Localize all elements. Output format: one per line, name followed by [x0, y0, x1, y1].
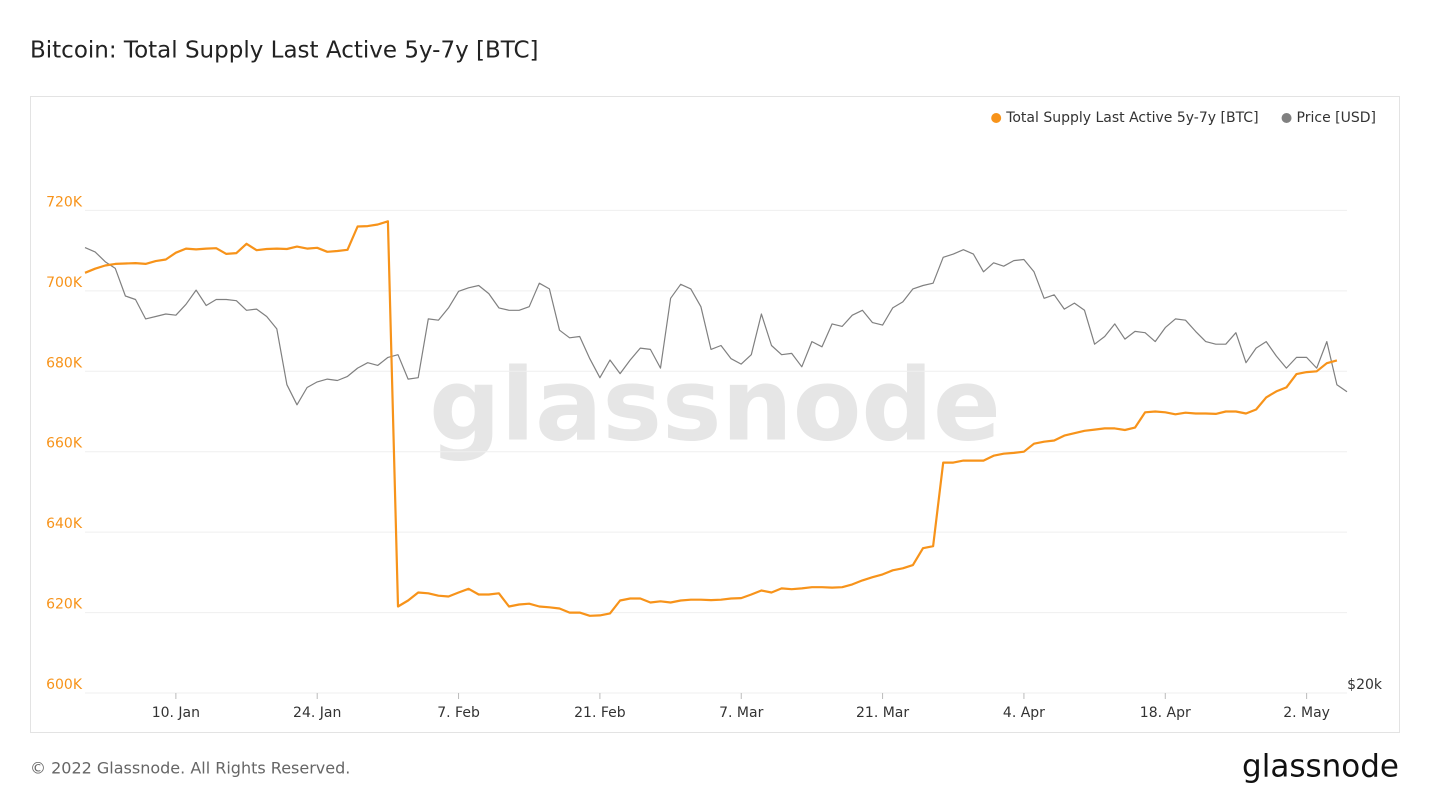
y-tick-label: 640K	[46, 516, 83, 532]
x-tick-label: 24. Jan	[293, 705, 341, 721]
x-tick-label: 18. Apr	[1140, 705, 1191, 721]
series-line	[84, 247, 1348, 406]
legend-label: Price [USD]	[1297, 110, 1376, 126]
legend-marker	[991, 113, 1002, 123]
series-line	[84, 220, 1338, 617]
x-tick-label: 21. Mar	[856, 705, 909, 721]
y-tick-label: 620K	[46, 597, 83, 613]
plot: 600K 620K 640K 660K 680K 700K 720K $20k 10. Jan 2…	[46, 110, 1383, 721]
watermark: glassnode	[429, 346, 1001, 463]
y-tick-label: 600K	[46, 677, 83, 693]
x-tick-label: 2. May	[1283, 705, 1330, 721]
footer: © 2022 Glassnode. All Rights Reserved.	[30, 759, 350, 778]
legend-marker	[1281, 113, 1292, 123]
y2-tick-label: $20k	[1347, 677, 1383, 693]
x-tick-label: 7. Feb	[437, 705, 480, 721]
legend-label: Total Supply Last Active 5y-7y [BTC]	[1005, 110, 1258, 126]
x-tick-label: 4. Apr	[1003, 705, 1045, 721]
y-tick-label: 660K	[46, 436, 83, 452]
x-tick-label: 10. Jan	[152, 705, 200, 721]
y-tick-label: 700K	[46, 275, 83, 291]
chart-title: Bitcoin: Total Supply Last Active 5y-7y …	[30, 38, 539, 64]
x-tick-label: 7. Mar	[719, 705, 763, 721]
y-tick-label: 720K	[46, 194, 83, 210]
logo: glassnode	[1242, 749, 1399, 785]
x-tick-label: 21. Feb	[574, 705, 626, 721]
y-tick-label: 680K	[46, 355, 83, 371]
chart-frame	[30, 96, 1400, 733]
